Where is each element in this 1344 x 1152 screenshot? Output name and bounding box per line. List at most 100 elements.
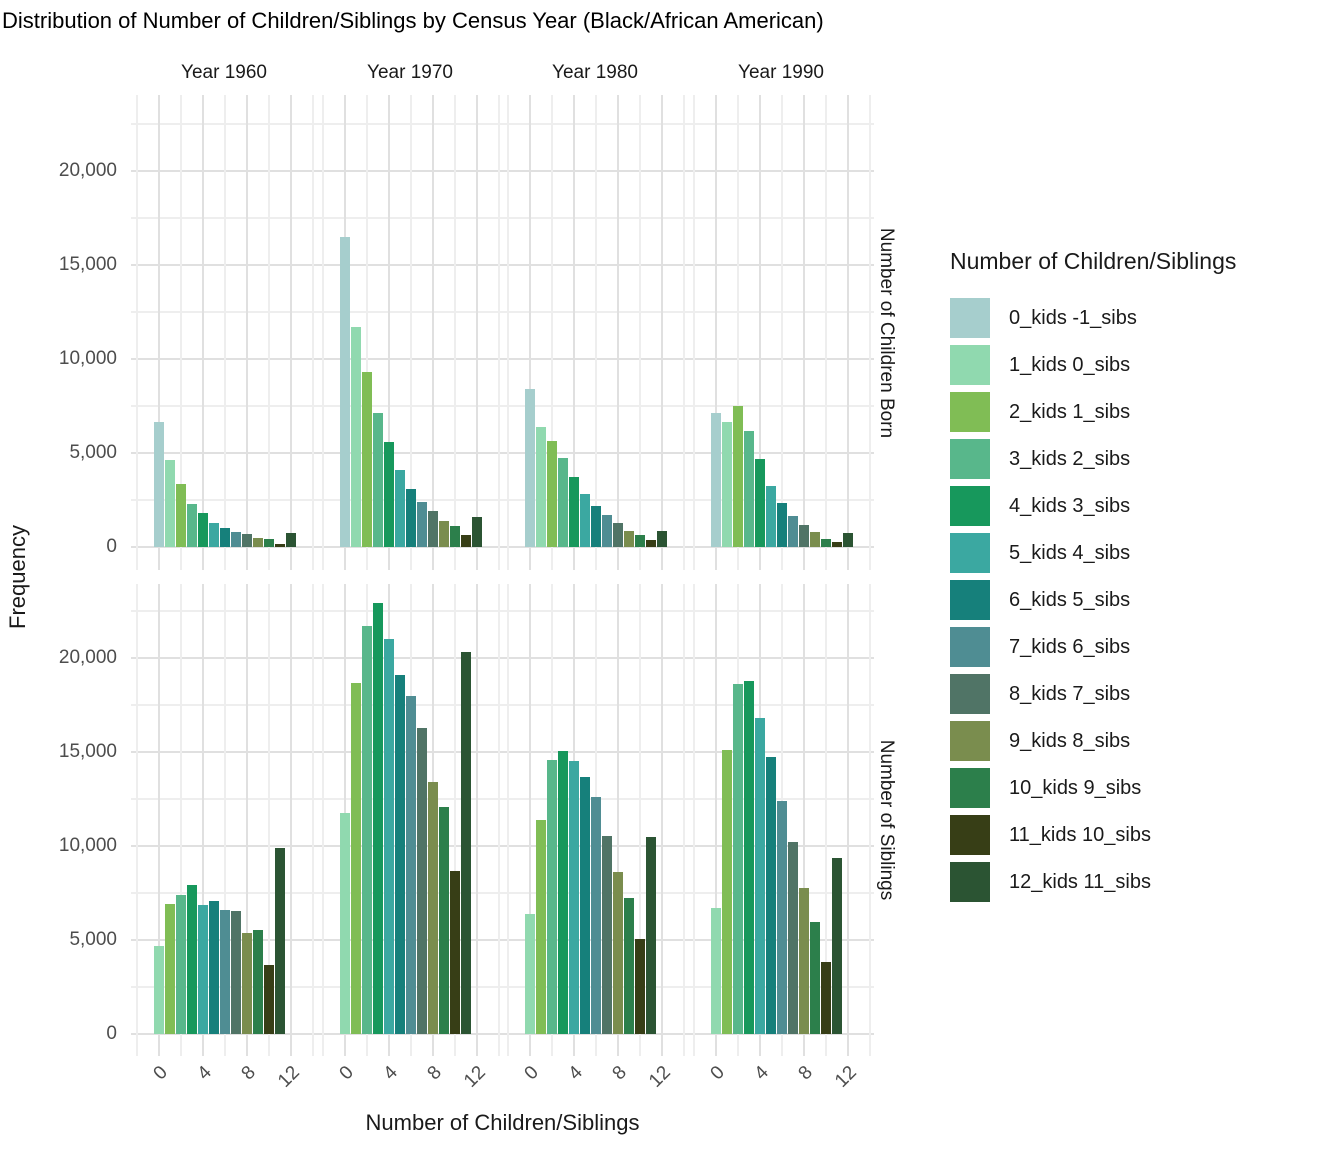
bar-5_kids_4_sibs <box>198 905 208 1034</box>
bar-7_kids_6_sibs <box>602 515 612 547</box>
gridline-v <box>715 95 717 570</box>
legend-entry: 0_kids -1_sibs <box>950 298 1236 338</box>
bar-8_kids_7_sibs <box>428 511 438 547</box>
gridline-v <box>507 95 509 570</box>
gridline-v <box>507 584 509 1056</box>
gridline-v <box>158 95 160 570</box>
gridline-v <box>476 95 478 570</box>
bar-2_kids_1_sibs <box>176 484 186 547</box>
bar-1_kids_0_sibs <box>525 914 535 1034</box>
y-tick-label: 5,000 <box>69 929 117 950</box>
x-axis-title: Number of Children/Siblings <box>365 1110 640 1135</box>
bar-9_kids_8_sibs <box>613 872 623 1034</box>
gridline-v <box>661 95 663 570</box>
gridline-v <box>639 95 641 570</box>
gridline-v <box>224 95 226 570</box>
bar-4_kids_3_sibs <box>384 442 394 547</box>
bar-5_kids_4_sibs <box>209 523 219 547</box>
gridline-v <box>322 584 324 1056</box>
legend-swatch <box>950 815 990 855</box>
gridline-v <box>290 95 292 570</box>
gridline-v <box>224 584 226 1056</box>
gridline-v <box>617 95 619 570</box>
legend-title: Number of Children/Siblings <box>950 248 1237 274</box>
gridline-v <box>781 95 783 570</box>
gridline-v <box>803 584 805 1056</box>
bar-9_kids_8_sibs <box>439 521 449 547</box>
bar-8_kids_7_sibs <box>231 911 241 1034</box>
gridline-v <box>136 584 138 1056</box>
bar-2_kids_1_sibs <box>351 683 361 1034</box>
bar-8_kids_7_sibs <box>417 728 427 1034</box>
bar-12_kids_11_sibs <box>832 858 842 1034</box>
y-tick-label: 10,000 <box>58 835 117 856</box>
legend-label: 8_kids 7_sibs <box>1009 682 1131 705</box>
bar-9_kids_8_sibs <box>428 782 438 1034</box>
bar-1_kids_0_sibs <box>536 427 546 547</box>
legend-entry: 8_kids 7_sibs <box>950 674 1236 714</box>
gridline-v <box>825 95 827 570</box>
bar-6_kids_5_sibs <box>580 777 590 1034</box>
chart-title: Distribution of Number of Children/Sibli… <box>2 8 824 33</box>
facet-strip-text: Number of Siblings <box>876 739 897 901</box>
gridline-v <box>202 584 204 1056</box>
bar-1_kids_0_sibs <box>165 460 175 547</box>
gridline-v <box>158 584 160 1056</box>
bar-9_kids_8_sibs <box>624 531 634 547</box>
gridline-v <box>290 584 292 1056</box>
bar-10_kids_9_sibs <box>253 930 263 1034</box>
panel-r0-c2 <box>502 95 688 570</box>
legend-label: 0_kids -1_sibs <box>1009 306 1137 329</box>
bar-11_kids_10_sibs <box>450 871 460 1034</box>
y-tick-label: 5,000 <box>69 442 117 463</box>
bar-12_kids_11_sibs <box>286 533 296 547</box>
bar-3_kids_2_sibs <box>733 684 743 1034</box>
panel-r0-c1 <box>317 95 503 570</box>
bar-10_kids_9_sibs <box>810 922 820 1034</box>
gridline-v <box>268 95 270 570</box>
legend-label: 12_kids 11_sibs <box>1009 870 1151 893</box>
legend-entry: 2_kids 1_sibs <box>950 392 1236 432</box>
gridline-v <box>180 95 182 570</box>
bar-1_kids_0_sibs <box>351 327 361 547</box>
legend-swatch <box>950 768 990 808</box>
x-tick-label: 4 <box>750 1062 773 1085</box>
gridline-v <box>432 95 434 570</box>
y-tick-label: 20,000 <box>58 160 117 181</box>
bar-6_kids_5_sibs <box>220 528 230 547</box>
gridline-v <box>180 584 182 1056</box>
bar-6_kids_5_sibs <box>591 506 601 547</box>
bar-7_kids_6_sibs <box>231 532 241 547</box>
gridline-v <box>312 95 314 570</box>
gridline-v <box>454 584 456 1056</box>
legend-entry: 6_kids 5_sibs <box>950 580 1236 620</box>
x-tick-label: 8 <box>794 1062 817 1085</box>
gridline-v <box>683 584 685 1056</box>
bar-4_kids_3_sibs <box>198 513 208 547</box>
bar-11_kids_10_sibs <box>832 542 842 547</box>
gridline-v <box>595 95 597 570</box>
bar-7_kids_6_sibs <box>777 801 787 1034</box>
legend-entry: 3_kids 2_sibs <box>950 439 1236 479</box>
gridline-v <box>322 95 324 570</box>
legend-swatch <box>950 298 990 338</box>
bar-3_kids_2_sibs <box>558 458 568 547</box>
bar-9_kids_8_sibs <box>799 888 809 1034</box>
legend-label: 7_kids 6_sibs <box>1009 635 1131 658</box>
gridline-v <box>268 584 270 1056</box>
x-tick-label: 12 <box>460 1062 490 1092</box>
panel-r1-c0 <box>131 584 317 1056</box>
bar-10_kids_9_sibs <box>635 535 645 547</box>
gridline-v <box>693 584 695 1056</box>
bar-5_kids_4_sibs <box>766 486 776 547</box>
gridline-v <box>847 95 849 570</box>
panel-r0-c0 <box>131 95 317 570</box>
legend-swatch <box>950 533 990 573</box>
bar-12_kids_11_sibs <box>461 652 471 1034</box>
gridline-v <box>551 95 553 570</box>
legend-entry: 4_kids 3_sibs <box>950 486 1236 526</box>
bar-11_kids_10_sibs <box>646 540 656 547</box>
bar-1_kids_0_sibs <box>340 813 350 1034</box>
bar-9_kids_8_sibs <box>253 538 263 547</box>
